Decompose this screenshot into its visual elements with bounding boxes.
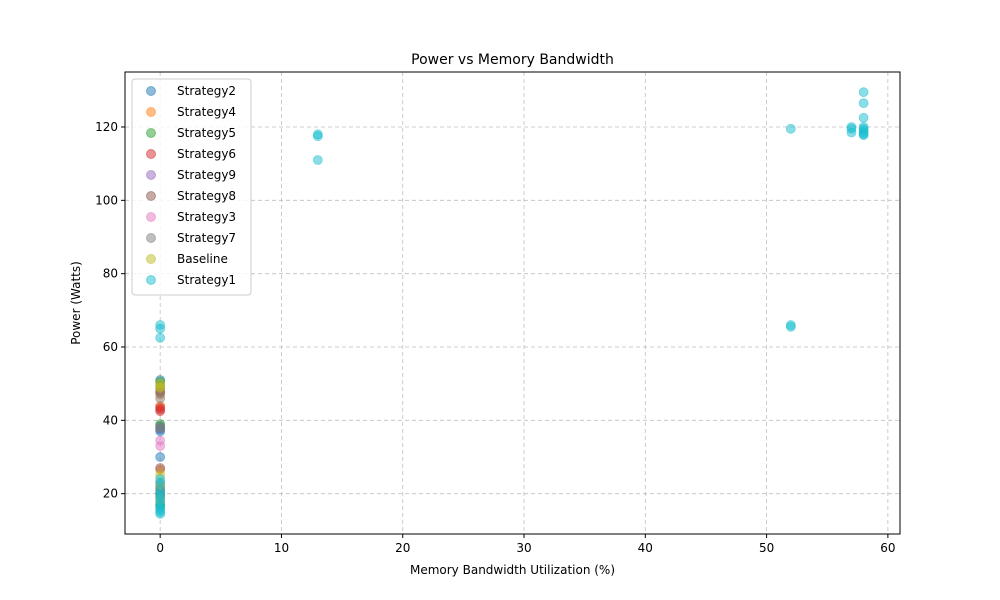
legend-marker bbox=[146, 254, 156, 264]
y-tick-label: 100 bbox=[95, 193, 118, 207]
legend-label: Strategy1 bbox=[177, 273, 236, 287]
data-point bbox=[785, 123, 796, 134]
legend-marker bbox=[146, 107, 156, 117]
data-points bbox=[155, 87, 869, 519]
data-point bbox=[155, 332, 166, 343]
legend-label: Strategy5 bbox=[177, 126, 236, 140]
legend-marker bbox=[146, 149, 156, 159]
data-point bbox=[858, 98, 869, 109]
legend-label: Strategy3 bbox=[177, 210, 236, 224]
legend-marker bbox=[146, 128, 156, 138]
legend-marker bbox=[146, 86, 156, 96]
data-point bbox=[155, 393, 166, 404]
y-axis-label: Power (Watts) bbox=[69, 261, 83, 345]
data-point bbox=[846, 127, 857, 138]
x-axis-label: Memory Bandwidth Utilization (%) bbox=[410, 563, 615, 577]
legend-marker bbox=[146, 191, 156, 201]
x-tick-label: 10 bbox=[274, 541, 289, 555]
x-tick-label: 60 bbox=[880, 541, 895, 555]
legend-label: Strategy6 bbox=[177, 147, 236, 161]
data-point bbox=[858, 130, 869, 140]
legend-marker bbox=[146, 275, 156, 285]
data-point bbox=[785, 321, 796, 332]
x-tick-label: 20 bbox=[395, 541, 410, 555]
data-point bbox=[155, 323, 166, 334]
y-tick-label: 40 bbox=[103, 413, 118, 427]
legend-marker bbox=[146, 212, 156, 222]
y-tick-label: 60 bbox=[103, 340, 118, 354]
legend-marker bbox=[146, 170, 156, 180]
data-point bbox=[312, 155, 323, 165]
data-point bbox=[155, 508, 166, 519]
legend: Strategy2 Strategy4 Strategy5 Strategy6 Stra… bbox=[131, 78, 252, 296]
legend-label: Strategy7 bbox=[177, 231, 236, 245]
legend-label: Baseline bbox=[177, 252, 228, 266]
data-point bbox=[155, 441, 166, 451]
legend-label: Strategy8 bbox=[177, 189, 236, 203]
data-point bbox=[312, 131, 323, 142]
data-point bbox=[858, 112, 869, 123]
x-tick-label: 50 bbox=[759, 541, 774, 555]
y-tick-label: 80 bbox=[103, 267, 118, 281]
x-tick-label: 40 bbox=[638, 541, 653, 555]
axis-ticks: 0 10 20 30 40 50 60 20 40 60 80 100 120 bbox=[95, 120, 895, 555]
data-point bbox=[155, 404, 166, 415]
legend-label: Strategy9 bbox=[177, 168, 236, 182]
y-tick-label: 120 bbox=[95, 120, 118, 134]
x-tick-label: 0 bbox=[156, 541, 164, 555]
grid bbox=[125, 72, 900, 534]
legend-marker bbox=[146, 233, 156, 243]
data-point bbox=[155, 422, 166, 432]
series-strategy1 bbox=[155, 87, 869, 519]
chart-title: Power vs Memory Bandwidth bbox=[411, 52, 614, 68]
x-tick-label: 30 bbox=[516, 541, 531, 555]
series-strategy6 bbox=[155, 402, 166, 417]
data-point bbox=[858, 87, 869, 98]
y-tick-label: 20 bbox=[103, 487, 118, 501]
legend-frame bbox=[131, 78, 252, 296]
data-point bbox=[155, 452, 166, 462]
legend-label: Strategy4 bbox=[177, 105, 236, 119]
plot-area-frame bbox=[124, 71, 901, 535]
data-point bbox=[155, 383, 166, 393]
legend-label: Strategy2 bbox=[177, 84, 236, 98]
